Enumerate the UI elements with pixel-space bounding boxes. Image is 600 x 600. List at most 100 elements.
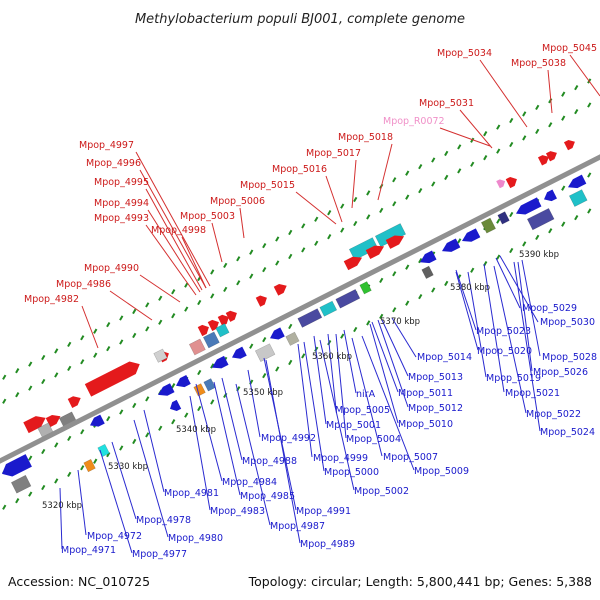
gene-label[interactable]: Mpop_4972	[87, 531, 142, 542]
leader-line-lower	[303, 341, 325, 472]
track-tick	[197, 405, 202, 412]
gene-arrow-forward	[67, 396, 81, 408]
gene-label[interactable]: Mpop_5021	[505, 388, 560, 399]
track-tick	[509, 211, 514, 218]
gene-label[interactable]: Mpop_5018	[338, 132, 393, 143]
gene-label[interactable]: Mpop_5013	[408, 372, 463, 383]
track-tick	[405, 170, 410, 176]
gene-arrow-reverse	[176, 375, 191, 388]
gene-label[interactable]: Mpop_5016	[272, 164, 327, 175]
gene-feature	[170, 399, 182, 412]
gene-label[interactable]: Mpop_4984	[222, 477, 277, 488]
track-tick	[2, 504, 7, 510]
gene-feature	[254, 343, 276, 362]
gene-label[interactable]: Mpop_4999	[313, 453, 368, 464]
gene-label[interactable]: Mpop_5028	[542, 352, 597, 363]
gene-feature	[193, 383, 206, 397]
gene-label[interactable]: Mpop_4994	[94, 198, 149, 209]
track-tick	[366, 214, 371, 220]
gene-feature	[319, 300, 338, 317]
gene-label[interactable]: Mpop_5031	[419, 98, 474, 109]
gene-label[interactable]: Mpop_4971	[61, 545, 116, 556]
scale-labels: 5320 kbp 5330 kbp 5340 kbp 5350 kbp 5360…	[42, 250, 559, 511]
gene-label[interactable]: Mpop_5000	[324, 467, 379, 478]
gene-label[interactable]: Mpop_5009	[414, 466, 469, 477]
gene-arrow-forward	[23, 416, 46, 434]
gene-label[interactable]: Mpop_5001	[326, 420, 381, 431]
gene-label[interactable]: Mpop_5010	[398, 419, 453, 430]
track-tick	[535, 104, 540, 110]
track-tick	[106, 321, 111, 328]
gene-label[interactable]: Mpop_4982	[24, 294, 79, 305]
track-tick	[379, 313, 384, 319]
gene-label[interactable]: Mpop_4992	[261, 433, 316, 444]
gene-label[interactable]: Mpop_4995	[94, 177, 149, 188]
track-tick	[392, 271, 397, 277]
gene-label[interactable]: Mpop_5019	[486, 373, 541, 384]
leader-line-upper	[439, 127, 491, 147]
gene-label[interactable]: Mpop_5026	[533, 367, 588, 378]
gene-feature	[335, 289, 361, 309]
gene-box	[10, 474, 32, 494]
gene-label[interactable]: Mpop_5005	[335, 405, 390, 416]
gene-label[interactable]: Mpop_4996	[86, 158, 141, 169]
gene-label[interactable]: Mpop_4986	[56, 279, 111, 290]
leader-line-upper	[139, 274, 181, 303]
track-tick	[496, 218, 501, 224]
gene-label[interactable]: nirA	[356, 389, 376, 400]
track-tick	[145, 302, 150, 308]
gene-label[interactable]: Mpop_4993	[94, 213, 149, 224]
track-tick	[457, 238, 462, 244]
scale-label: 5370 kbp	[380, 317, 420, 327]
track-tick	[288, 229, 293, 236]
gene-label[interactable]: Mpop_5006	[210, 196, 265, 207]
gene-label[interactable]: Mpop_5034	[437, 48, 492, 59]
gene-label[interactable]: Mpop_5023	[476, 326, 531, 337]
gene-label[interactable]: Mpop_5007	[383, 452, 438, 463]
gene-label[interactable]: Mpop_4978	[136, 515, 191, 526]
gene-label[interactable]: Mpop_5030	[540, 317, 595, 328]
genome-summary-text: Topology: circular; Length: 5,800,441 bp…	[248, 574, 592, 589]
gene-label[interactable]: Mpop_4980	[168, 533, 223, 544]
gene-label[interactable]: Mpop_4987	[270, 521, 325, 532]
gene-label[interactable]: Mpop_5020	[477, 346, 532, 357]
gene-label[interactable]: Mpop_5045	[542, 43, 597, 54]
gene-label[interactable]: Mpop_5022	[526, 409, 581, 420]
gene-label[interactable]: Mpop_4988	[242, 456, 297, 467]
gene-label[interactable]: Mpop_4991	[296, 506, 351, 517]
gene-label[interactable]: Mpop_5014	[417, 352, 472, 363]
gene-arrow-forward	[385, 235, 405, 249]
gene-label[interactable]: Mpop_4983	[210, 506, 265, 517]
track-tick	[41, 448, 46, 455]
gene-label[interactable]: Mpop_4985	[240, 491, 295, 502]
track-tick	[418, 187, 423, 194]
gene-label[interactable]: Mpop_5017	[306, 148, 361, 159]
track-tick	[379, 207, 384, 213]
leader-line-lower	[335, 333, 347, 439]
gene-label[interactable]: Mpop_5004	[346, 434, 401, 445]
gene-label[interactable]: Mpop_5003	[180, 211, 235, 222]
gene-label[interactable]: Mpop_5024	[540, 427, 595, 438]
leader-line-lower	[391, 317, 417, 358]
gene-label[interactable]: Mpop_5002	[354, 486, 409, 497]
gene-label[interactable]: Mpop_5015	[240, 180, 295, 191]
track-tick	[353, 196, 358, 203]
gene-label[interactable]: Mpop_4989	[300, 539, 355, 550]
gene-label[interactable]: Mpop_4997	[79, 140, 134, 151]
gene-label[interactable]: Mpop_4977	[132, 549, 187, 560]
gene-label[interactable]: Mpop_4990	[84, 263, 139, 274]
track-tick	[54, 442, 59, 448]
track-tick	[587, 172, 592, 178]
gene-label[interactable]: Mpop_5011	[398, 388, 453, 399]
gene-label[interactable]: Mpop_4998	[151, 225, 206, 236]
track-tick	[262, 266, 267, 273]
track-tick	[223, 286, 228, 292]
gene-label[interactable]: Mpop_R0072	[383, 116, 445, 127]
gene-arrow-reverse	[462, 228, 481, 242]
gene-label[interactable]: Mpop_5029	[522, 303, 577, 314]
gene-label[interactable]: Mpop_5038	[511, 58, 566, 69]
gene-label[interactable]: Mpop_4981	[164, 488, 219, 499]
gene-label[interactable]: Mpop_5012	[408, 403, 463, 414]
gene-feature	[359, 281, 372, 295]
track-tick	[67, 365, 72, 372]
